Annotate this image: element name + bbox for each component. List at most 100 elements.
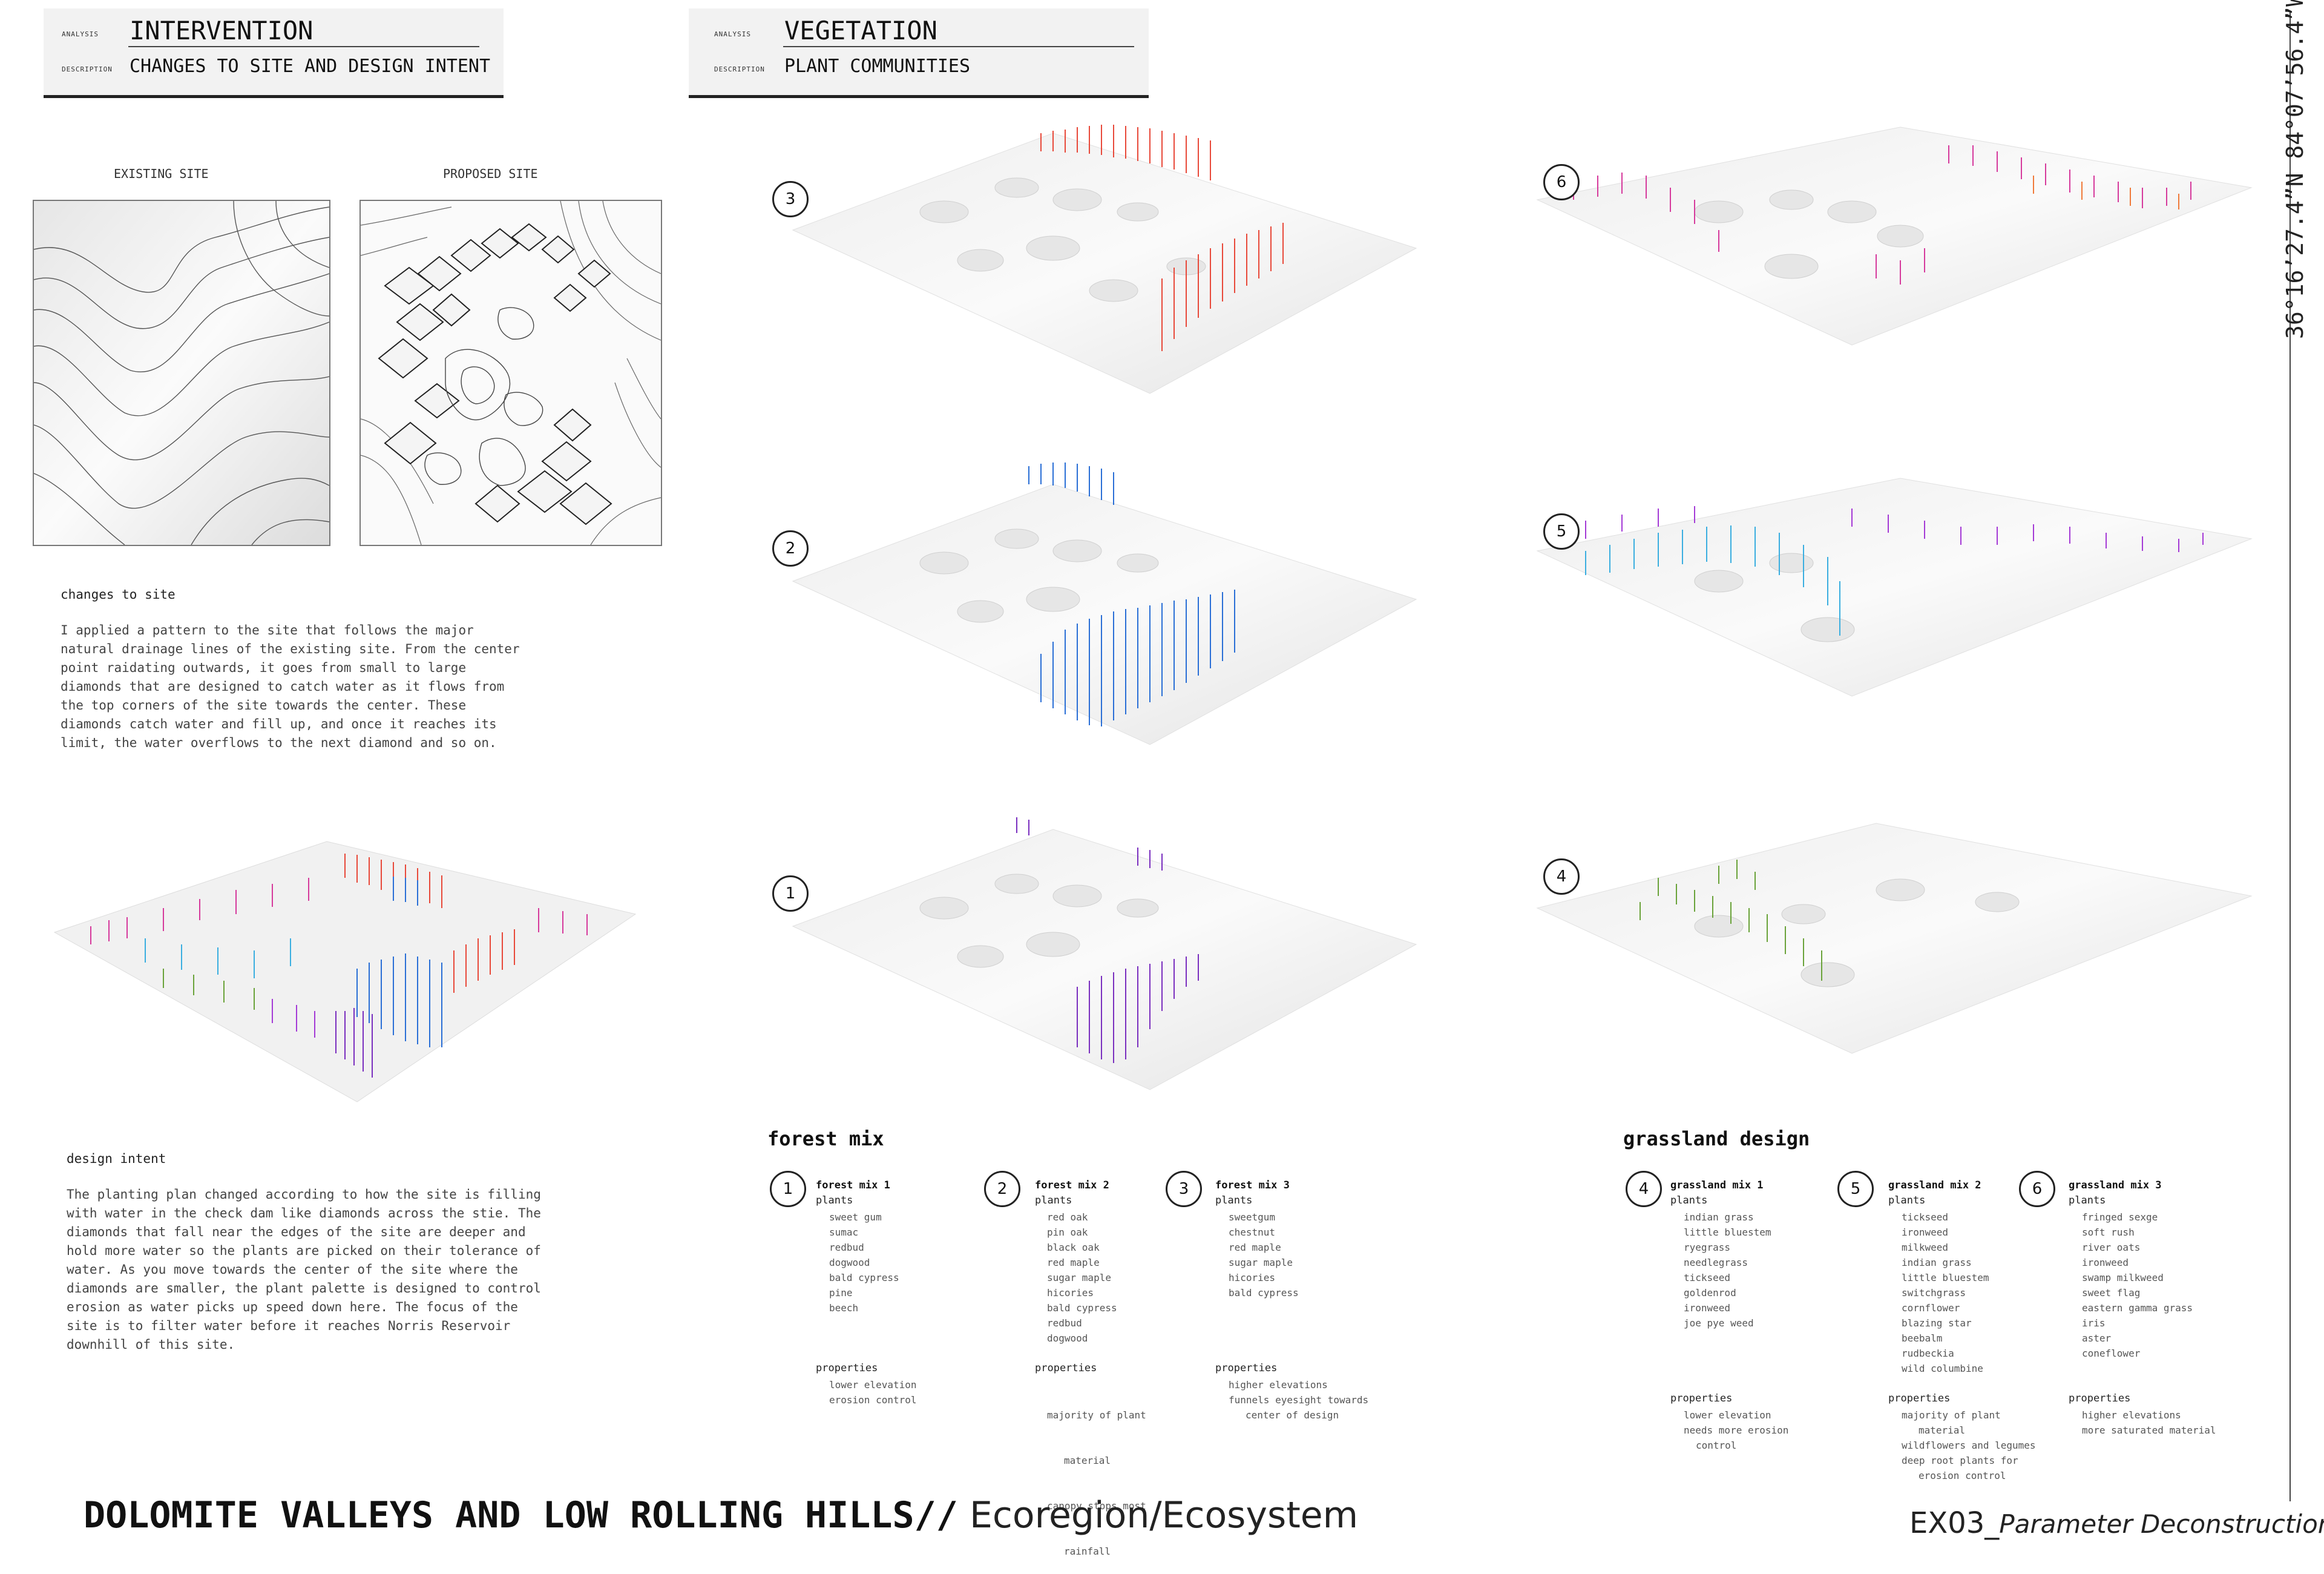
forest-mix-2-title: forest mix 2 <box>1035 1179 1109 1191</box>
list-item: soft rush <box>2082 1227 2135 1238</box>
grassland-mix-3-properties-label: properties <box>2069 1392 2131 1404</box>
list-item: little bluestem <box>1902 1272 1989 1283</box>
list-item: bald cypress <box>1047 1302 1117 1314</box>
grassland-mix-3-plants-label: plants <box>2069 1194 2106 1207</box>
list-item: sugar maple <box>1047 1272 1111 1283</box>
diagram-grassland-mix-3 <box>1536 127 2253 346</box>
list-item: chestnut <box>1229 1227 1276 1238</box>
diagram-number-2: 2 <box>772 530 809 567</box>
forest-mix-2-number: 2 <box>984 1171 1020 1207</box>
list-item: black oak <box>1047 1242 1100 1253</box>
forest-mix-2-properties-label: properties <box>1035 1362 1097 1374</box>
list-item: eastern gamma grass <box>2082 1302 2193 1314</box>
list-item: goldenrod <box>1684 1287 1736 1299</box>
list-item: wild columbine <box>1902 1363 1983 1374</box>
diagram-forest-mix-2 <box>792 463 1417 745</box>
list-item: control <box>1696 1440 1737 1451</box>
forest-mix-1-plants-label: plants <box>816 1194 853 1207</box>
list-item: redbud <box>1047 1317 1082 1329</box>
list-item: material <box>1064 1455 1111 1466</box>
diagram-grassland-mix-1 <box>1536 823 2253 1054</box>
grassland-mix-3-properties: higher elevations more saturated materia… <box>2082 1408 2216 1438</box>
changes-heading: changes to site <box>61 587 176 602</box>
header-description: CHANGES TO SITE AND DESIGN INTENT <box>130 56 491 77</box>
list-item: indian grass <box>1684 1211 1754 1223</box>
list-item: dogwood <box>829 1257 870 1268</box>
forest-mix-1-properties-label: properties <box>816 1362 878 1374</box>
list-item: beebalm <box>1902 1332 1943 1344</box>
forest-mix-2-plants-label: plants <box>1035 1194 1072 1207</box>
grassland-design-heading: grassland design <box>1623 1127 1810 1150</box>
header-title: VEGETATION <box>784 16 937 45</box>
forest-mix-1-title: forest mix 1 <box>816 1179 890 1191</box>
forest-mix-1-number: 1 <box>770 1171 806 1207</box>
list-item: ironweed <box>2082 1257 2129 1268</box>
list-item: majority of plant <box>1047 1409 1146 1421</box>
existing-site-map <box>33 200 330 546</box>
forest-mix-1-properties: lower elevation erosion control <box>829 1377 917 1408</box>
forest-mix-3-plants-label: plants <box>1215 1194 1253 1207</box>
list-item: tickseed <box>1902 1211 1949 1223</box>
grassland-mix-1-properties: lower elevation needs more erosion contr… <box>1684 1408 1788 1453</box>
forest-mix-heading: forest mix <box>767 1127 884 1150</box>
grassland-mix-2-title: grassland mix 2 <box>1888 1179 1981 1191</box>
list-item: bald cypress <box>829 1272 899 1283</box>
forest-mix-3-plant-list: sweetgum chestnut red maple sugar maple … <box>1229 1210 1299 1300</box>
changes-paragraph: I applied a pattern to the site that fol… <box>61 623 520 750</box>
grassland-mix-2-plants-label: plants <box>1888 1194 1926 1207</box>
list-item: more saturated material <box>2082 1424 2216 1436</box>
diagram-number-6: 6 <box>1543 164 1580 200</box>
footer-code: EX03_Parameter Deconstruction <box>1909 1506 2324 1540</box>
description-tag: DESCRIPTION <box>714 65 765 73</box>
list-item: needlegrass <box>1684 1257 1748 1268</box>
grassland-mix-1-plant-list: indian grass little bluestem ryegrass ne… <box>1684 1210 1771 1331</box>
list-item: swamp milkweed <box>2082 1272 2164 1283</box>
grassland-mix-2-properties: majority of plant material wildflowers a… <box>1902 1408 2036 1483</box>
list-item: little bluestem <box>1684 1227 1771 1238</box>
list-item: bald cypress <box>1229 1287 1299 1299</box>
header-description: PLANT COMMUNITIES <box>784 56 971 77</box>
list-item: sweetgum <box>1229 1211 1276 1223</box>
list-item: milkweed <box>1902 1242 1949 1253</box>
list-item: tickseed <box>1684 1272 1731 1283</box>
diagram-number-4: 4 <box>1543 858 1580 895</box>
diagram-grassland-mix-2 <box>1536 478 2253 697</box>
list-item: majority of plant <box>1902 1409 2001 1421</box>
forest-mix-3-properties-label: properties <box>1215 1362 1278 1374</box>
list-item: ironweed <box>1902 1227 1949 1238</box>
list-item: river oats <box>2082 1242 2141 1253</box>
analysis-tag: ANALYSIS <box>62 30 99 38</box>
header-vegetation: ANALYSIS VEGETATION DESCRIPTION PLANT CO… <box>689 8 1149 98</box>
contour-lines-existing <box>34 201 329 545</box>
header-title: INTERVENTION <box>130 16 313 45</box>
diagram-number-3: 3 <box>772 181 809 217</box>
grassland-mix-1-number: 4 <box>1626 1171 1662 1207</box>
list-item: red oak <box>1047 1211 1088 1223</box>
diagram-forest-mix-3 <box>792 125 1417 394</box>
list-item: pine <box>829 1287 853 1299</box>
grassland-mix-3-plant-list: fringed sexge soft rush river oats ironw… <box>2082 1210 2193 1361</box>
list-item: pin oak <box>1047 1227 1088 1238</box>
list-item: sweet flag <box>2082 1287 2141 1299</box>
list-item: lower elevation <box>829 1379 917 1391</box>
list-item: switchgrass <box>1902 1287 1966 1299</box>
list-item: aster <box>2082 1332 2112 1344</box>
list-item: sweet gum <box>829 1211 882 1223</box>
list-item: sumac <box>829 1227 859 1238</box>
proposed-site-caption: PROPOSED SITE <box>443 166 538 181</box>
list-item: blazing star <box>1902 1317 1972 1329</box>
list-item: rainfall <box>1064 1546 1111 1557</box>
list-item: beech <box>829 1302 859 1314</box>
forest-mix-1-plant-list: sweet gum sumac redbud dogwood bald cypr… <box>829 1210 899 1316</box>
list-item: ryegrass <box>1684 1242 1731 1253</box>
grassland-mix-2-plant-list: tickseed ironweed milkweed indian grass … <box>1902 1210 1989 1376</box>
list-item: higher elevations <box>1229 1379 1328 1391</box>
header-divider <box>783 46 1134 47</box>
header-divider <box>128 46 479 47</box>
list-item: iris <box>2082 1317 2106 1329</box>
footer-subtitle: Ecoregion/Ecosystem <box>957 1494 1359 1536</box>
list-item: ironweed <box>1684 1302 1731 1314</box>
list-item: needs more erosion <box>1684 1424 1789 1436</box>
list-item: higher elevations <box>2082 1409 2181 1421</box>
list-item: cornflower <box>1902 1302 1960 1314</box>
